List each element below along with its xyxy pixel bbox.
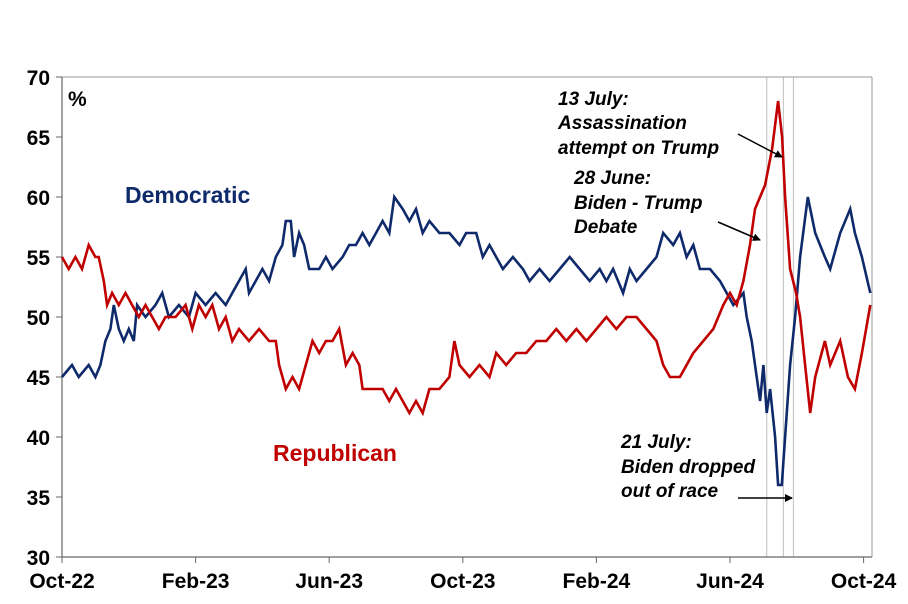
democratic-series-line: [61, 193, 872, 487]
y-tick-label: 45: [27, 367, 51, 390]
y-tick-label: 60: [27, 187, 50, 210]
x-ticks: Oct-22 Feb-23 Jun-23 Oct-23 Feb-24 Jun-24 Oct-…: [29, 557, 897, 593]
annotation-arrow: [737, 133, 783, 158]
y-unit-label: %: [68, 88, 87, 111]
y-tick-label: 50: [27, 307, 50, 330]
annotation-line: 13 July:: [558, 89, 629, 110]
annotation-line: Biden - Trump: [574, 193, 702, 214]
series-lines: [60, 100, 872, 487]
republican-label: Republican: [273, 440, 397, 466]
annotation-line: attempt on Trump: [558, 138, 719, 159]
y-ticks: 30 35 40 45 50 55 60 65 70: [27, 67, 62, 570]
annotation-line: 28 June:: [573, 168, 651, 189]
x-tick-label: Jun-23: [295, 570, 363, 593]
x-tick-label: Oct-23: [430, 570, 495, 593]
annotation-line: 21 July:: [620, 432, 692, 453]
annotation-assassination: 13 July: Assassination attempt on Trump: [557, 89, 783, 159]
annotation-debate: 28 June: Biden - Trump Debate: [573, 168, 761, 241]
annotation-line: Assassination: [557, 113, 687, 134]
x-tick-label: Feb-24: [563, 570, 631, 593]
y-tick-label: 55: [27, 247, 51, 270]
annotation-line: out of race: [621, 481, 719, 502]
annotation-line: Debate: [574, 217, 638, 238]
y-tick-label: 30: [27, 547, 50, 570]
annotation-dropout: 21 July: Biden dropped out of race: [620, 432, 793, 502]
x-tick-label: Jun-24: [696, 570, 764, 593]
y-tick-label: 70: [27, 67, 50, 90]
x-tick-label: Oct-24: [831, 570, 897, 593]
x-tick-label: Feb-23: [162, 570, 230, 593]
y-tick-label: 65: [27, 127, 51, 150]
y-tick-label: 35: [27, 487, 51, 510]
democratic-label: Democratic: [125, 182, 250, 208]
x-tick-label: Oct-22: [29, 570, 94, 593]
y-tick-label: 40: [27, 427, 50, 450]
annotation-arrow: [717, 221, 761, 241]
annotation-line: Biden dropped: [621, 457, 755, 478]
republican-series-line: [60, 100, 872, 417]
